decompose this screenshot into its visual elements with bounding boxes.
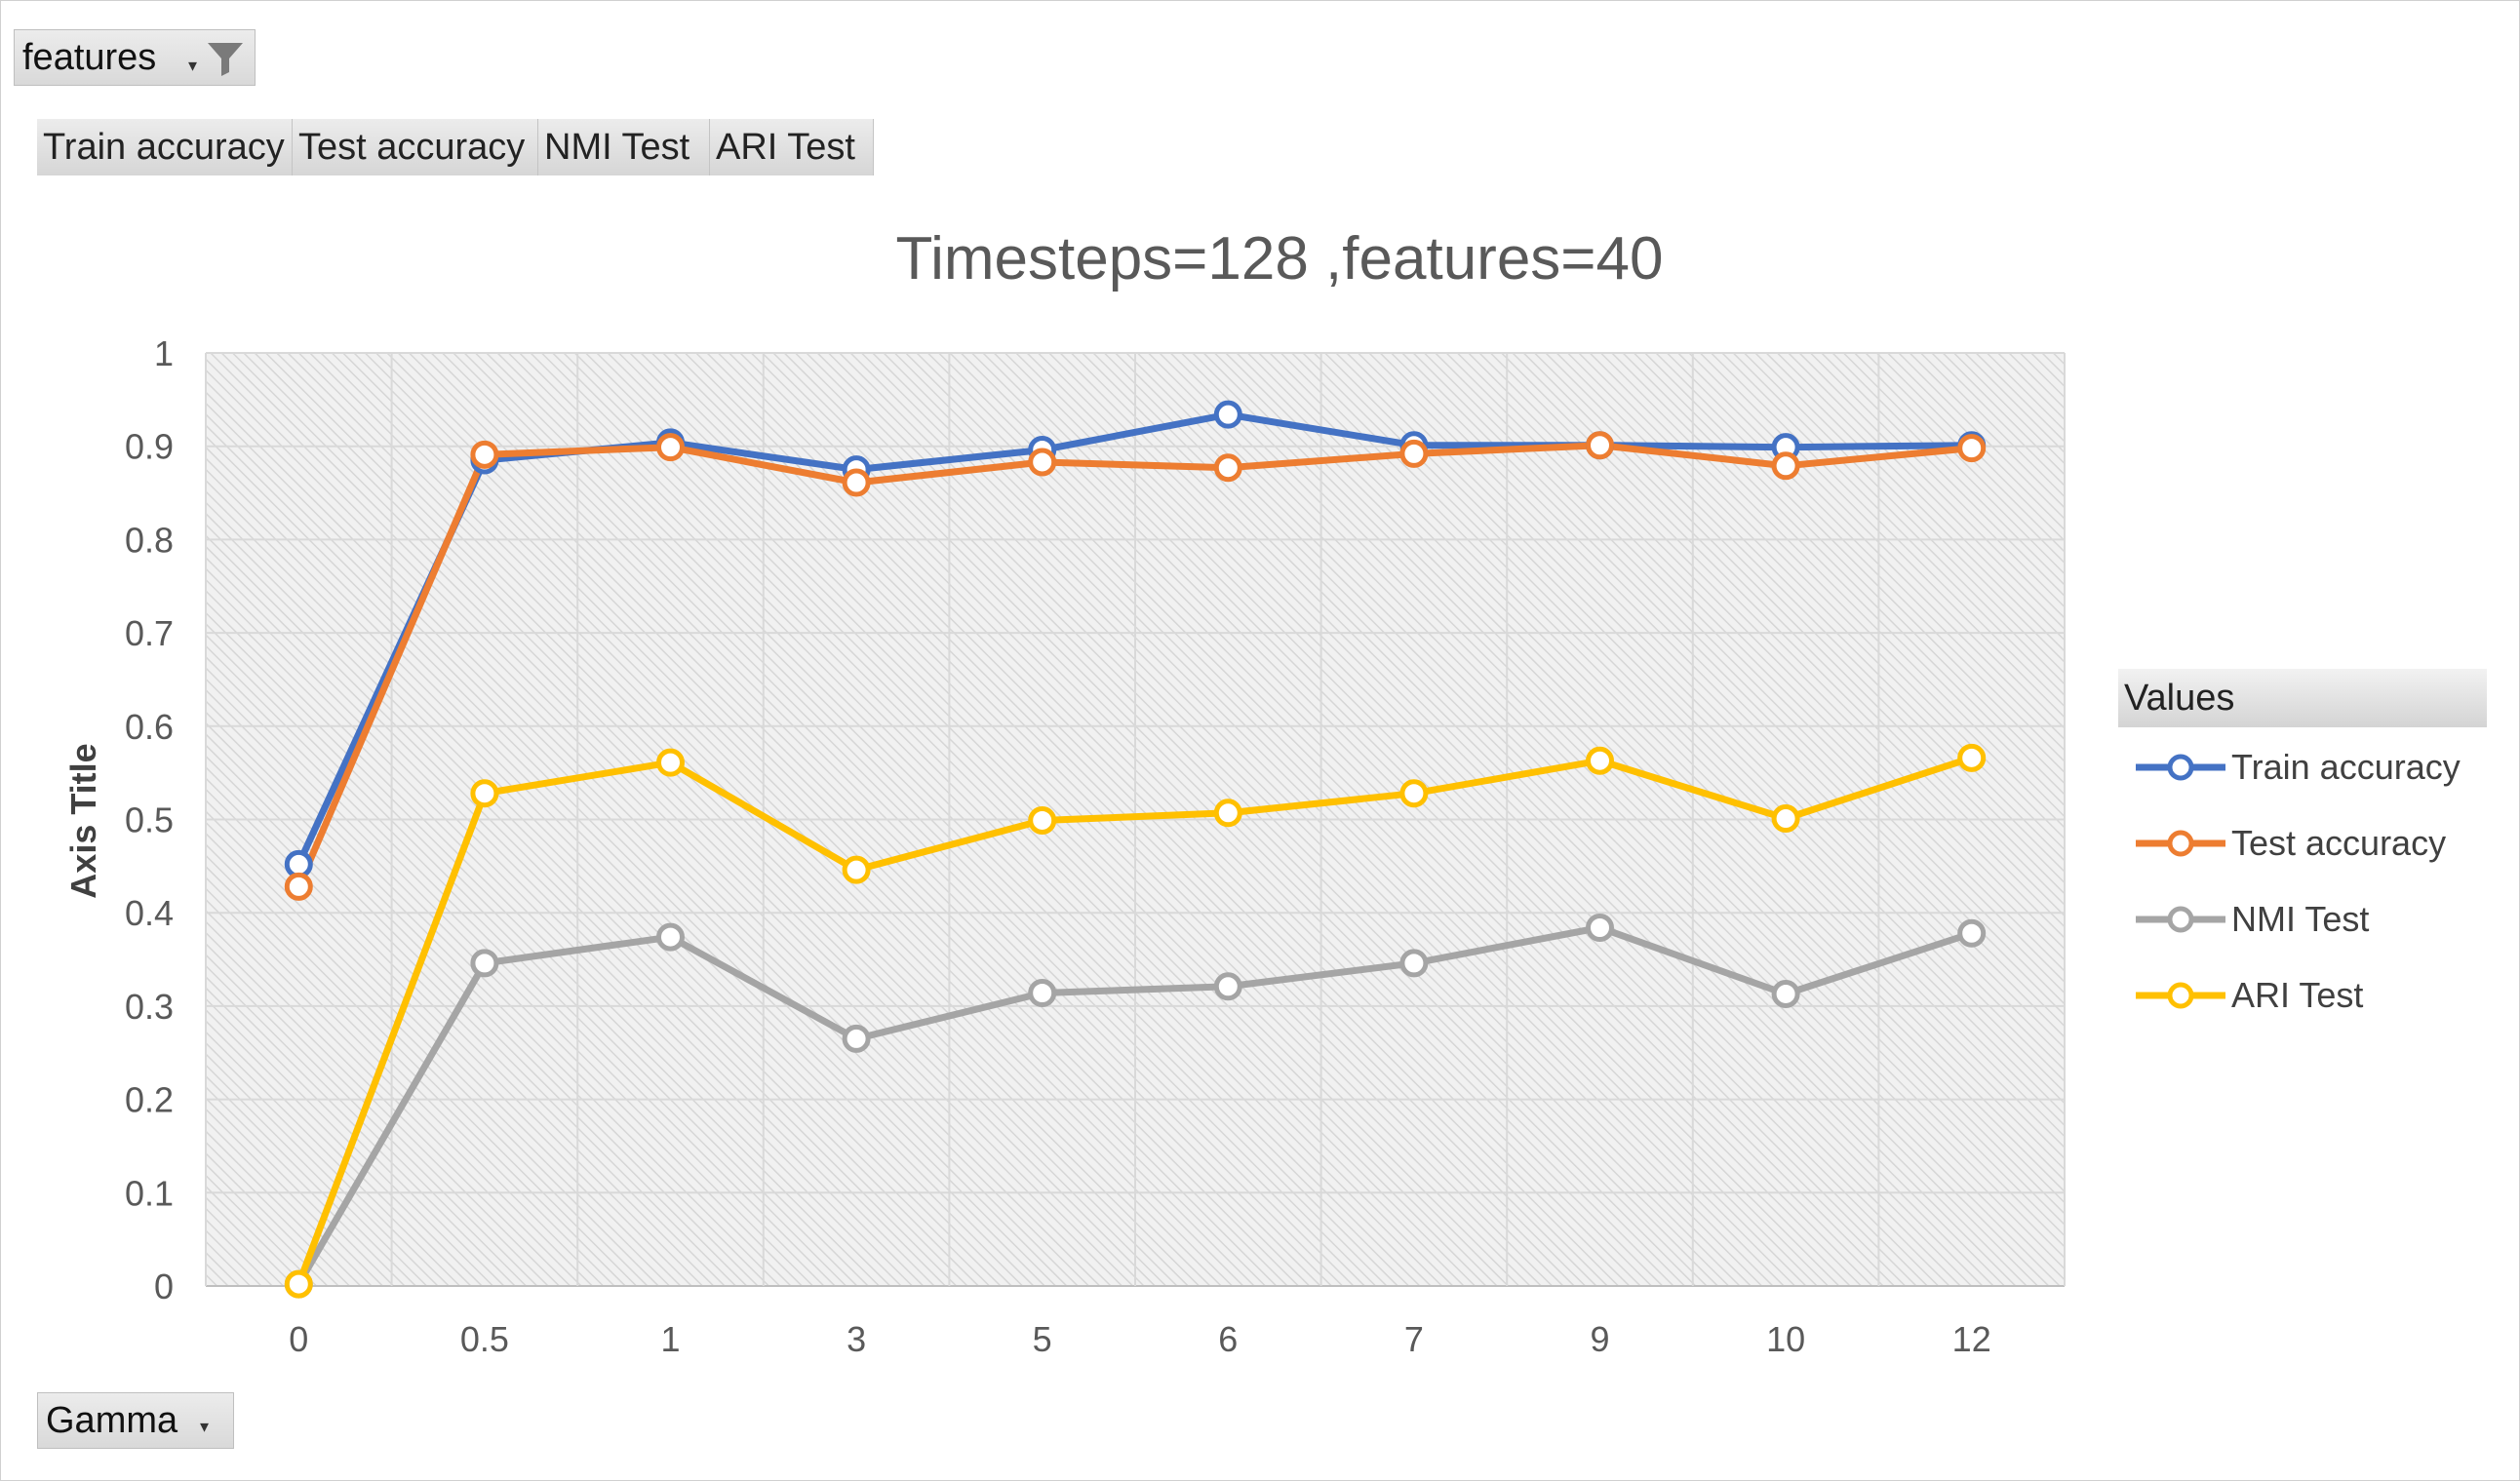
value-field-buttons: Train accuracy Test accuracy NMI Test AR… — [37, 119, 874, 177]
data-point-nmi-test[interactable] — [1213, 972, 1242, 1001]
x-tick-label: 6 — [1218, 1319, 1238, 1359]
value-field-test-accuracy[interactable]: Test accuracy — [293, 119, 538, 175]
legend-swatch — [2136, 830, 2225, 857]
x-tick-label: 0 — [289, 1319, 308, 1359]
y-tick-label: 0 — [154, 1267, 174, 1306]
data-point-ari-test[interactable] — [842, 855, 871, 884]
x-tick-label: 3 — [847, 1319, 866, 1359]
data-point-ari-test[interactable] — [1399, 779, 1429, 808]
legend-label: ARI Test — [2231, 975, 2364, 1015]
data-point-nmi-test[interactable] — [1399, 949, 1429, 978]
data-point-ari-test[interactable] — [470, 779, 499, 808]
y-tick-label: 0.8 — [125, 520, 174, 560]
legend-header: Values — [2118, 669, 2487, 727]
y-tick-label: 0.5 — [125, 800, 174, 840]
y-tick-label: 0.2 — [125, 1080, 174, 1120]
data-point-test-accuracy[interactable] — [470, 440, 499, 469]
legend-swatch — [2136, 906, 2225, 933]
features-filter-label: features — [22, 37, 157, 78]
series-line-nmi-test — [295, 924, 1976, 1288]
x-tick-label: 0.5 — [460, 1319, 509, 1359]
series-line-test-accuracy — [295, 442, 1976, 890]
data-point-ari-test[interactable] — [1771, 804, 1800, 834]
dropdown-arrow-icon: ▾ — [200, 1417, 210, 1436]
gamma-field-button[interactable]: Gamma ▾ — [37, 1392, 234, 1449]
chart-title: Timesteps=128 ,features=40 — [896, 225, 1664, 292]
data-point-train-accuracy[interactable] — [284, 849, 313, 878]
y-tick-label: 0.7 — [125, 613, 174, 653]
x-tick-label: 12 — [1952, 1319, 1991, 1359]
y-tick-label: 0.6 — [125, 707, 174, 747]
y-tick-label: 0.9 — [125, 427, 174, 467]
data-point-ari-test[interactable] — [656, 748, 685, 777]
value-field-nmi-test[interactable]: NMI Test — [538, 119, 710, 175]
data-point-nmi-test[interactable] — [1028, 979, 1057, 1008]
y-axis-title: Axis Title — [63, 743, 103, 898]
data-point-test-accuracy[interactable] — [1399, 439, 1429, 468]
legend-label: Train accuracy — [2231, 747, 2461, 787]
y-tick-label: 0.1 — [125, 1173, 174, 1213]
funnel-filter-icon — [208, 43, 243, 76]
data-point-train-accuracy[interactable] — [1213, 400, 1242, 429]
data-point-ari-test[interactable] — [284, 1269, 313, 1299]
data-point-test-accuracy[interactable] — [656, 433, 685, 462]
data-point-test-accuracy[interactable] — [284, 872, 313, 901]
data-point-ari-test[interactable] — [1586, 746, 1614, 775]
data-point-test-accuracy[interactable] — [842, 468, 871, 497]
data-point-nmi-test[interactable] — [842, 1024, 871, 1053]
series-line-ari-test — [295, 754, 1976, 1288]
value-field-ari-test[interactable]: ARI Test — [710, 119, 874, 175]
value-field-train-accuracy[interactable]: Train accuracy — [37, 119, 293, 175]
gamma-field-label: Gamma — [46, 1400, 178, 1441]
data-point-test-accuracy[interactable] — [1771, 451, 1800, 481]
dropdown-arrow-icon: ▾ — [188, 56, 198, 75]
data-point-test-accuracy[interactable] — [1586, 431, 1614, 460]
data-point-ari-test[interactable] — [1213, 799, 1242, 828]
data-point-ari-test[interactable] — [1957, 743, 1987, 772]
legend-label: NMI Test — [2231, 899, 2370, 939]
legend-label: Test accuracy — [2231, 823, 2447, 863]
data-point-nmi-test[interactable] — [1586, 914, 1614, 943]
data-point-test-accuracy[interactable] — [1213, 453, 1242, 483]
x-tick-label: 10 — [1766, 1319, 1805, 1359]
data-point-nmi-test[interactable] — [470, 949, 499, 978]
data-point-nmi-test[interactable] — [1771, 979, 1800, 1008]
features-filter-button[interactable]: features ▾ — [14, 29, 256, 86]
data-point-nmi-test[interactable] — [656, 922, 685, 952]
legend-swatch — [2136, 982, 2225, 1009]
y-tick-label: 0.4 — [125, 893, 174, 933]
data-point-test-accuracy[interactable] — [1957, 434, 1987, 463]
y-tick-label: 0.3 — [125, 987, 174, 1027]
x-tick-label: 5 — [1033, 1319, 1052, 1359]
legend-swatch — [2136, 754, 2225, 781]
y-tick-label: 1 — [154, 333, 174, 373]
data-point-test-accuracy[interactable] — [1028, 448, 1057, 477]
data-point-ari-test[interactable] — [1028, 805, 1057, 835]
data-point-nmi-test[interactable] — [1957, 918, 1987, 948]
x-tick-label: 9 — [1590, 1319, 1609, 1359]
x-tick-label: 1 — [660, 1319, 680, 1359]
x-tick-label: 7 — [1404, 1319, 1424, 1359]
